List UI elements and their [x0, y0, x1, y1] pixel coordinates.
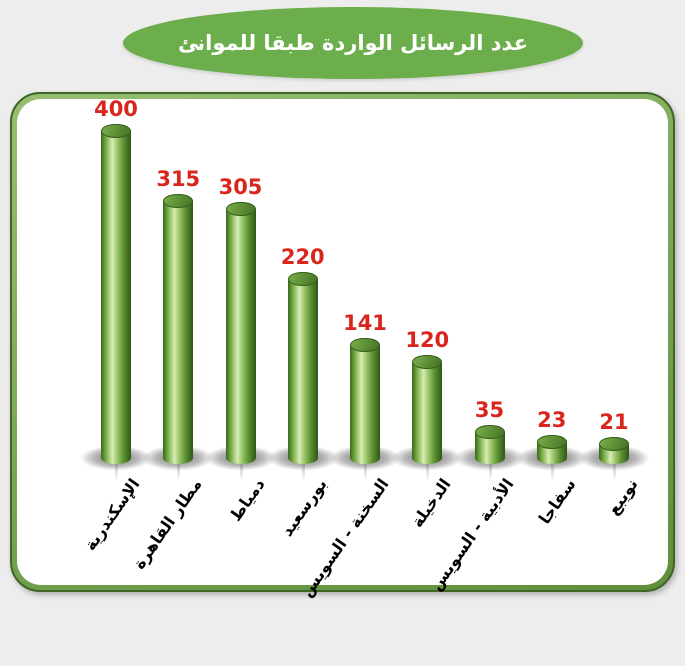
bar-cylinder — [163, 194, 194, 464]
bar-value-label: 220 — [280, 245, 325, 269]
bar-cylinder-body — [350, 345, 380, 464]
bar-cylinder — [599, 437, 629, 464]
bar-value-label: 400 — [94, 97, 138, 121]
bar-reflection-stem — [239, 464, 243, 481]
bar-value-label: 141 — [343, 311, 387, 335]
bar-cylinder — [287, 272, 318, 464]
bar-value-label: 315 — [156, 167, 201, 191]
bar-value-label: 35 — [474, 398, 505, 422]
bar-reflection-stem — [613, 464, 616, 481]
bar-cylinder-cap — [412, 355, 443, 369]
bar-cylinder-body — [412, 362, 443, 464]
bar-cylinder-body — [163, 201, 194, 464]
bar-cylinder-cap — [599, 437, 629, 451]
plot-area: 400 الإسكندرية 315 مطار القاهرة 305 دمياط 220 ب… — [17, 97, 668, 600]
bar-value-label: 305 — [218, 175, 263, 199]
bar-cylinder — [225, 202, 256, 464]
bar-reflection-stem — [115, 464, 118, 481]
bar-cylinder-cap — [474, 425, 505, 439]
bar-reflection-stem — [426, 464, 430, 481]
bar-reflection-stem — [550, 464, 554, 481]
bar-reflection-stem — [177, 464, 181, 481]
bar-cylinder-body — [101, 131, 131, 464]
bar-cylinder-cap — [101, 124, 131, 138]
bar-value-label: 120 — [405, 328, 450, 352]
chart-title: عدد الرسائل الواردة طبقا للموانئ — [178, 31, 528, 55]
bar-cylinder — [474, 425, 505, 464]
chart-title-banner: عدد الرسائل الواردة طبقا للموانئ — [123, 7, 583, 79]
bar-cylinder-cap — [536, 435, 567, 449]
bar-cylinder — [412, 355, 443, 464]
bar-reflection-stem — [364, 464, 367, 481]
bar-cylinder — [101, 124, 131, 464]
bar-cylinder — [350, 338, 380, 464]
bar-value-label: 23 — [537, 408, 567, 432]
bar-cylinder — [536, 435, 567, 464]
bar-cylinder-cap — [350, 338, 380, 352]
bar-reflection-stem — [301, 464, 305, 481]
bar-cylinder-body — [225, 209, 256, 464]
chart-board-inner: 400 الإسكندرية 315 مطار القاهرة 305 دمياط 220 ب… — [17, 97, 668, 600]
chart-board: 400 الإسكندرية 315 مطار القاهرة 305 دمياط 220 ب… — [10, 92, 675, 600]
axis-category-label: نويبع — [603, 475, 642, 519]
bar-cylinder-body — [287, 279, 318, 464]
bar-value-label: 21 — [599, 410, 629, 434]
bar-reflection-stem — [488, 464, 492, 481]
page: { "banner": { "title": "عدد الرسائل الوا… — [10, 7, 675, 601]
bar-cylinder-cap — [163, 194, 194, 208]
bar-cylinder-cap — [225, 202, 256, 216]
bar-cylinder-cap — [287, 272, 318, 286]
